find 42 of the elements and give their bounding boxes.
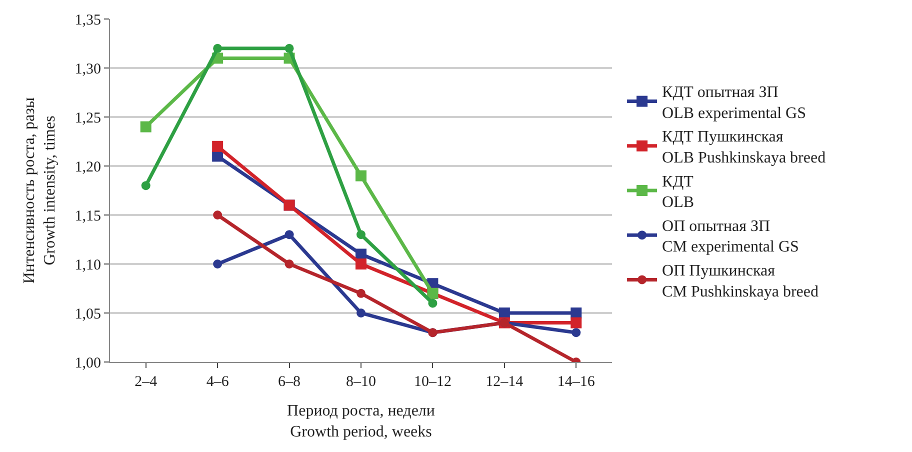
point: [141, 181, 150, 190]
y-tick-label: 1,20: [74, 159, 101, 176]
point: [213, 44, 222, 53]
y-tick-label: 1,30: [74, 61, 101, 78]
legend-label: КДТ OLB: [662, 173, 694, 212]
point: [570, 308, 582, 318]
x-tick-label: 4–6: [206, 374, 230, 390]
point: [356, 170, 366, 182]
y-tick-label: 1,35: [74, 12, 101, 28]
point: [284, 230, 294, 240]
y-tick-label: 1,15: [74, 208, 101, 224]
y-tick-label: 1,25: [74, 110, 101, 126]
point: [356, 288, 366, 298]
y-axis-title: Интенсивность роста, разы Growth intensity, times: [20, 97, 59, 284]
point: [284, 260, 294, 268]
point: [572, 328, 581, 338]
x-tick-label: 6–8: [278, 374, 301, 390]
legend-label: КДТ опытная ЗП OLB experimental GS: [662, 84, 806, 122]
point: [213, 210, 222, 220]
y-tick-label: 1,05: [74, 306, 101, 322]
x-tick-label: 12–14: [486, 374, 524, 390]
point: [213, 260, 222, 268]
x-tick-label: 10–12: [414, 374, 452, 390]
legend-label: ОП Пушкинская CM Pushkinskaya breed: [662, 262, 818, 300]
legend-label: КДТ Пушкинская OLB Pushkinskaya breed: [662, 128, 826, 167]
point: [212, 140, 224, 152]
point: [140, 121, 152, 132]
x-tick-label: 2–4: [134, 374, 158, 390]
y-tick-label: 1,10: [74, 257, 101, 274]
point: [284, 44, 294, 53]
point: [498, 308, 510, 318]
x-tick-label: 8–10: [346, 374, 376, 390]
point: [356, 230, 366, 240]
point: [356, 248, 366, 260]
point: [570, 317, 582, 328]
point: [428, 298, 438, 308]
y-tick-label: 1,00: [74, 355, 101, 372]
legend-label: ОП опытная ЗП CM experimental GS: [662, 218, 799, 256]
x-axis-title: Период роста, недели Growth period, weeks: [287, 402, 436, 440]
x-tick-label: 14–16: [557, 374, 596, 390]
point: [356, 308, 366, 318]
point: [356, 258, 366, 270]
